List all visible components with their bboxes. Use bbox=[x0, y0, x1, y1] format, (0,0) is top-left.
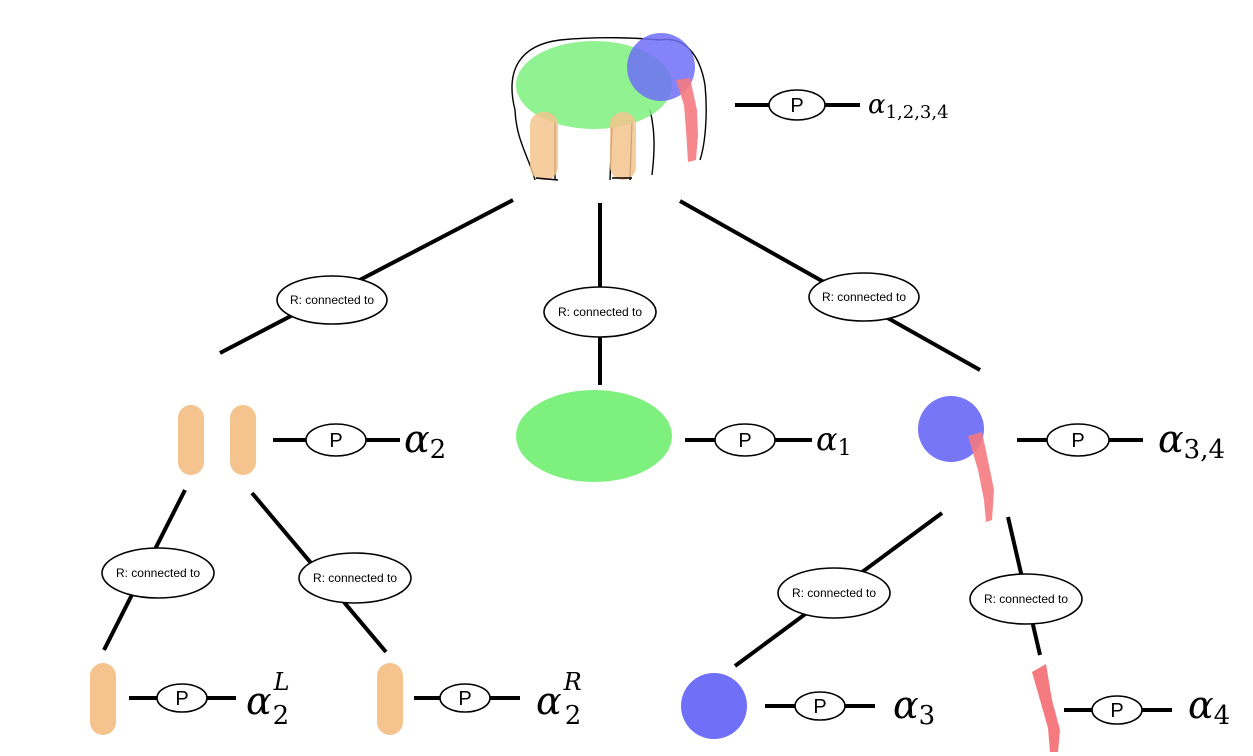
relation-root-legs: R: connected to bbox=[276, 275, 388, 325]
svg-text:P: P bbox=[1110, 700, 1123, 722]
headtrunk-alpha-label: α3,4 bbox=[1158, 417, 1225, 465]
headtrunk-node: P α3,4 bbox=[918, 396, 1225, 522]
leg-left-shape bbox=[90, 663, 116, 735]
trunk-node: P α4 bbox=[1032, 664, 1230, 752]
head-shape bbox=[918, 396, 984, 462]
svg-text:R: connected to: R: connected to bbox=[792, 586, 876, 600]
trunk-shape bbox=[968, 432, 994, 522]
root-alpha-label: α1,2,3,4 bbox=[868, 90, 949, 123]
svg-text:R: connected to: R: connected to bbox=[984, 592, 1068, 606]
elephant-root-node bbox=[511, 33, 707, 181]
svg-text:P: P bbox=[458, 688, 471, 710]
svg-text:R: connected to: R: connected to bbox=[116, 566, 200, 580]
root-property: P α1,2,3,4 bbox=[735, 89, 949, 123]
relation-legs-left: R: connected to bbox=[101, 547, 215, 599]
body-node: P α1 bbox=[516, 390, 852, 482]
leg-left-node: P αL 2 bbox=[90, 663, 290, 735]
svg-text:P: P bbox=[1071, 430, 1084, 452]
relation-headtrunk-trunk: R: connected to bbox=[969, 573, 1083, 625]
legs-node: P α2 bbox=[178, 405, 446, 475]
svg-text:P: P bbox=[175, 688, 188, 710]
svg-text:R: connected to: R: connected to bbox=[290, 293, 374, 307]
svg-text:P: P bbox=[329, 430, 342, 452]
svg-text:R: connected to: R: connected to bbox=[822, 290, 906, 304]
elephant-leg-outline bbox=[535, 177, 632, 181]
relation-root-body: R: connected to bbox=[543, 286, 657, 338]
trunk-only-shape bbox=[1032, 664, 1060, 752]
leg-left-alpha-label: αL 2 bbox=[246, 668, 290, 731]
svg-text:P: P bbox=[738, 430, 751, 452]
body-shape bbox=[516, 390, 672, 482]
legs-alpha-label: α2 bbox=[404, 417, 446, 465]
elephant-trunk-shape bbox=[676, 78, 698, 162]
elephant-leg-left-shape bbox=[530, 112, 558, 180]
svg-text:R: connected to: R: connected to bbox=[558, 305, 642, 319]
relation-headtrunk-head: R: connected to bbox=[777, 567, 891, 619]
elephant-leg-right-shape bbox=[610, 112, 636, 180]
head-only-shape bbox=[681, 673, 747, 739]
leg-shape bbox=[178, 405, 204, 475]
property-label: P bbox=[790, 95, 803, 117]
leg-right-shape bbox=[377, 663, 403, 735]
leg-shape bbox=[230, 405, 256, 475]
relation-root-headtrunk: R: connected to bbox=[808, 272, 920, 322]
leg-right-node: P αR 2 bbox=[377, 663, 582, 735]
relation-legs-right: R: connected to bbox=[298, 552, 412, 604]
edge-root-legs bbox=[219, 198, 514, 355]
svg-text:P: P bbox=[813, 696, 826, 718]
body-alpha-label: α1 bbox=[816, 420, 852, 461]
trunk-alpha-label: α4 bbox=[1188, 683, 1230, 731]
head-alpha-label: α3 bbox=[893, 683, 935, 731]
leg-right-alpha-label: αR 2 bbox=[536, 668, 582, 731]
svg-text:R: connected to: R: connected to bbox=[313, 571, 397, 585]
head-node: P α3 bbox=[681, 673, 935, 739]
